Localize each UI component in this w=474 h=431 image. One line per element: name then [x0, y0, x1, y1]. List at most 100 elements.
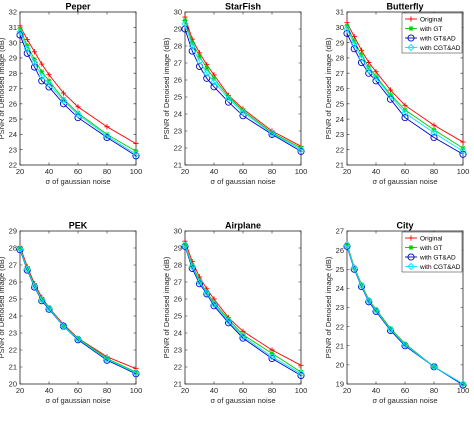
y-tick-label: 24: [336, 115, 344, 124]
x-tick-label: 80: [430, 386, 438, 395]
marker-star: [46, 304, 52, 311]
marker-circle: [203, 290, 211, 298]
y-tick-label: 28: [336, 54, 344, 63]
y-tick-label: 26: [336, 246, 344, 255]
plot-area: [184, 11, 302, 166]
marker-circle: [268, 130, 276, 138]
x-tick-label: 40: [372, 167, 380, 176]
marker-star: [344, 241, 350, 247]
marker-plus: [431, 122, 437, 128]
y-tick-label: 26: [336, 84, 344, 93]
y-tick-label: 22: [174, 363, 182, 372]
x-tick-label: 20: [181, 167, 189, 176]
marker-diamond: [239, 332, 247, 341]
y-tick-label: 23: [9, 145, 17, 154]
marker-star: [387, 92, 394, 98]
marker-diamond: [224, 95, 233, 103]
marker-circle: [132, 152, 140, 160]
legend-label: with GT: [419, 245, 442, 252]
marker-circle: [407, 253, 415, 261]
marker-diamond: [343, 241, 351, 249]
x-tick-label: 100: [130, 167, 143, 176]
marker-diamond: [297, 370, 305, 378]
y-tick-label: 28: [9, 244, 17, 253]
marker-star: [75, 110, 81, 116]
marker-diamond: [30, 282, 39, 290]
y-tick-label: 25: [174, 312, 182, 321]
marker-diamond: [38, 296, 46, 304]
marker-plus: [75, 104, 81, 110]
marker-circle: [401, 342, 409, 350]
marker-diamond: [30, 58, 39, 67]
y-tick-label: 26: [174, 295, 182, 304]
x-tick-label: 60: [239, 386, 247, 395]
marker-diamond: [401, 341, 409, 349]
marker-circle: [430, 133, 438, 142]
x-tick-label: 60: [401, 167, 409, 176]
marker-star: [269, 130, 275, 136]
marker-circle: [224, 319, 233, 327]
chart-panel: PEK 20 21 22 23 24 25 26 27 28 29 20 40 60 80 100 σ of g…: [0, 221, 142, 406]
marker-diamond: [365, 66, 373, 74]
marker-diamond: [407, 262, 415, 271]
marker-diamond: [16, 245, 24, 253]
marker-circle: [343, 29, 351, 37]
x-tick-label: 100: [295, 167, 308, 176]
x-tick-label: 60: [74, 167, 82, 176]
marker-plus: [298, 362, 304, 368]
marker-circle: [350, 265, 358, 273]
y-tick-label: 27: [336, 69, 344, 78]
marker-circle: [38, 297, 46, 305]
x-tick-label: 40: [210, 386, 218, 395]
marker-diamond: [350, 40, 358, 48]
y-tick-label: 27: [174, 59, 182, 68]
marker-star: [39, 69, 45, 75]
y-tick-label: 24: [174, 110, 182, 119]
marker-circle: [210, 83, 218, 91]
y-tick-label: 29: [174, 25, 182, 34]
marker-star: [17, 245, 23, 251]
marker-circle: [45, 305, 53, 313]
marker-star: [133, 369, 139, 375]
plot-area: [19, 230, 137, 385]
series-with-cgt-ad: [181, 241, 305, 378]
y-tick-label: 27: [9, 261, 17, 270]
marker-circle: [181, 25, 189, 33]
series-with-cgt-ad: [343, 241, 467, 388]
y-tick-label: 27: [336, 227, 344, 236]
marker-circle: [386, 326, 395, 335]
marker-circle: [210, 302, 218, 310]
marker-star: [204, 65, 210, 71]
marker-circle: [16, 246, 24, 254]
x-tick-label: 20: [181, 386, 189, 395]
y-tick-label: 27: [9, 84, 17, 93]
series-with-cgt-ad: [343, 25, 467, 155]
series-with-gt-ad: [181, 242, 305, 380]
y-axis-label: PSNR of Denoised image (dB): [324, 37, 333, 139]
marker-circle: [38, 77, 46, 85]
x-tick-label: 40: [45, 386, 53, 395]
marker-plus: [60, 90, 67, 96]
marker-star: [387, 325, 394, 332]
chart-panel: Butterfly 21 22 23 24 25 26 27 28 29 30 31 20 40 60 80 1…: [324, 2, 469, 187]
marker-circle: [459, 381, 467, 389]
marker-plus: [408, 235, 414, 241]
marker-diamond: [365, 297, 373, 305]
x-tick-label: 80: [268, 386, 276, 395]
marker-circle: [343, 242, 351, 250]
marker-diamond: [343, 25, 351, 33]
y-tick-label: 19: [336, 380, 344, 389]
x-tick-label: 40: [45, 167, 53, 176]
chart-title: City: [396, 221, 413, 231]
marker-diamond: [188, 263, 196, 271]
x-axis-label: σ of gaussian noise: [45, 396, 110, 405]
y-tick-label: 29: [9, 54, 17, 63]
y-tick-label: 24: [9, 312, 17, 321]
y-tick-label: 25: [336, 265, 344, 274]
marker-star: [182, 242, 188, 248]
marker-star: [60, 96, 67, 102]
marker-diamond: [74, 110, 82, 119]
x-tick-label: 60: [239, 167, 247, 176]
legend-box: [401, 231, 463, 273]
x-tick-label: 40: [372, 386, 380, 395]
